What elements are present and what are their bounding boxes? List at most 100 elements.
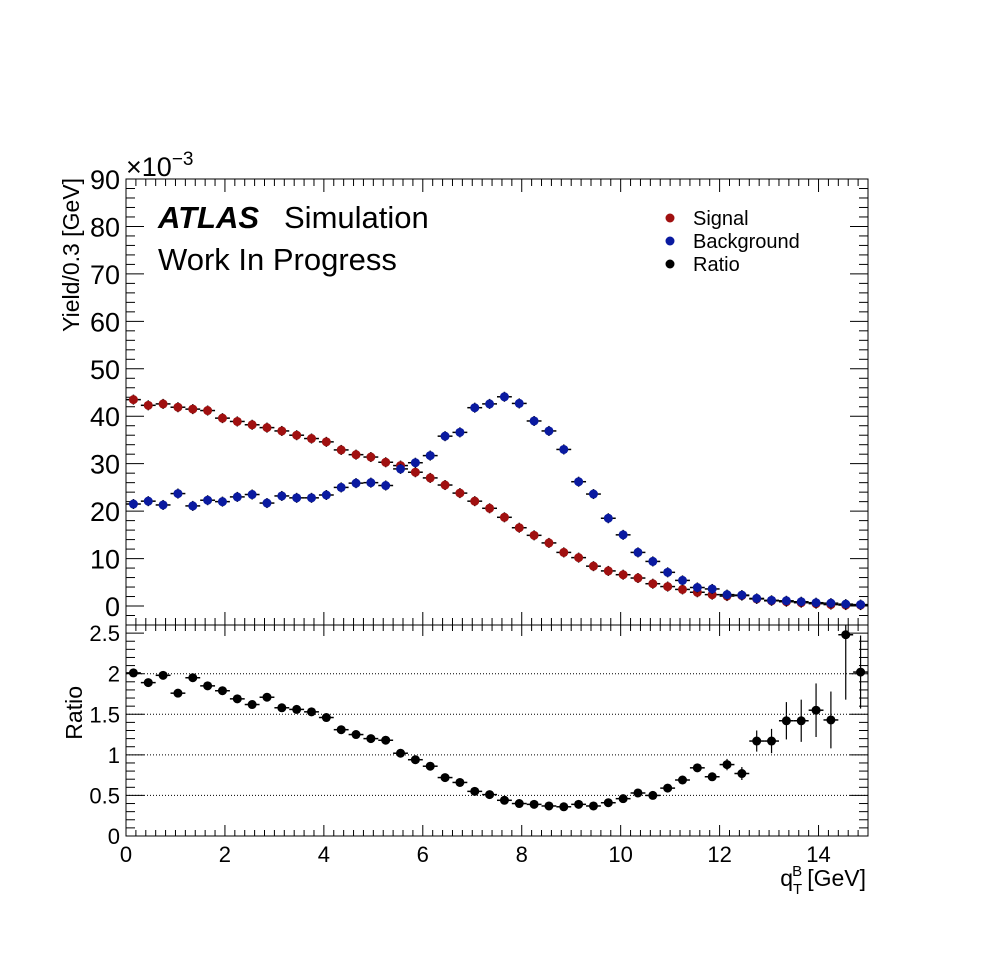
signal-point [277, 426, 287, 436]
background-point [247, 490, 257, 500]
background-point [588, 489, 598, 499]
ratio-point [217, 686, 227, 696]
signal-point [292, 430, 302, 440]
signal-point [247, 420, 257, 430]
ratio-point [544, 801, 554, 811]
background-point [217, 497, 227, 507]
signal-point [663, 582, 673, 592]
signal-point [588, 561, 598, 571]
background-point [574, 477, 584, 487]
ratio-point [752, 736, 762, 746]
signal-point [232, 416, 242, 426]
top-y-tick-label: 90 [90, 165, 120, 195]
ratio-point [826, 715, 836, 725]
x-axis-title: qTB [GeV] [780, 863, 866, 898]
top-y-tick-label: 50 [90, 355, 120, 385]
legend-background-marker [665, 236, 675, 246]
bottom-y-tick-label: 1.5 [89, 702, 120, 727]
x-tick-label: 8 [516, 842, 528, 867]
signal-point [633, 573, 643, 583]
background-point [381, 481, 391, 491]
top-y-tick-label: 20 [90, 497, 120, 527]
background-point [203, 495, 213, 505]
signal-point [158, 399, 168, 409]
background-point [752, 593, 762, 603]
background-point [485, 399, 495, 409]
background-point [277, 491, 287, 501]
signal-point [143, 400, 153, 410]
signal-point [648, 579, 658, 589]
ratio-point [440, 773, 450, 783]
background-point [128, 499, 138, 509]
bottom-y-tick-label: 2.5 [89, 621, 120, 646]
top-y-tick-label: 40 [90, 402, 120, 432]
background-point [143, 496, 153, 506]
bottom-y-tick-label: 1 [108, 743, 120, 768]
signal-point [351, 450, 361, 460]
signal-point [603, 566, 613, 576]
ratio-point [514, 799, 524, 809]
top-y-axis-title: Yield/0.3 [GeV] [58, 178, 84, 332]
bottom-y-axis-title: Ratio [61, 686, 87, 740]
signal-point [203, 406, 213, 416]
signal-point [470, 496, 480, 506]
signal-point [217, 413, 227, 423]
background-point [618, 530, 628, 540]
background-point [262, 498, 272, 508]
ratio-point [247, 700, 257, 710]
legend: Signal Background Ratio [665, 208, 800, 276]
signal-point [455, 488, 465, 498]
background-point [633, 547, 643, 557]
x-tick-label: 10 [608, 842, 632, 867]
background-point [529, 416, 539, 426]
atlas-label: ATLAS [157, 200, 259, 235]
ratio-point [321, 713, 331, 723]
ratio-point [381, 735, 391, 745]
background-point [811, 598, 821, 608]
background-point [410, 458, 420, 468]
ratio-point [292, 704, 302, 714]
ratio-point [574, 799, 584, 809]
ratio-point [351, 730, 361, 740]
x-tick-label: 14 [806, 842, 830, 867]
signal-point [128, 395, 138, 405]
signal-point [678, 584, 687, 594]
background-point [307, 493, 316, 503]
background-point [440, 431, 450, 441]
status-label: Work In Progress [158, 242, 397, 277]
ratio-point [633, 788, 643, 798]
ratio-point [307, 707, 316, 717]
legend-ratio-marker [665, 259, 675, 269]
background-point [826, 598, 836, 608]
signal-point [336, 445, 346, 455]
x-tick-label: 0 [120, 842, 132, 867]
background-point [336, 482, 346, 492]
ratio-point [470, 786, 480, 796]
background-point [722, 590, 732, 600]
ratio-point [143, 678, 153, 688]
y-exponent-base: ×10 [126, 152, 172, 182]
ratio-point [722, 760, 732, 770]
background-point [737, 590, 747, 600]
background-point [158, 500, 168, 510]
ratio-point [410, 755, 420, 765]
ratio-point [173, 688, 183, 698]
bottom-y-tick-label: 0 [108, 824, 120, 849]
signal-point [499, 512, 509, 522]
ratio-point [588, 801, 598, 811]
top-y-tick-label: 10 [90, 545, 120, 575]
background-point [692, 583, 702, 593]
background-point [499, 392, 509, 402]
ratio-point [692, 763, 702, 773]
background-point [455, 427, 465, 437]
background-point [173, 489, 183, 499]
background-point [292, 493, 302, 503]
ratio-point [158, 670, 168, 680]
x-axis-title-sup: B [792, 863, 802, 880]
legend-signal-label: Signal [693, 208, 749, 230]
ratio-point [856, 667, 866, 677]
legend-background-label: Background [693, 231, 800, 253]
background-point [351, 478, 361, 488]
background-point [321, 490, 331, 500]
signal-point [440, 480, 450, 490]
